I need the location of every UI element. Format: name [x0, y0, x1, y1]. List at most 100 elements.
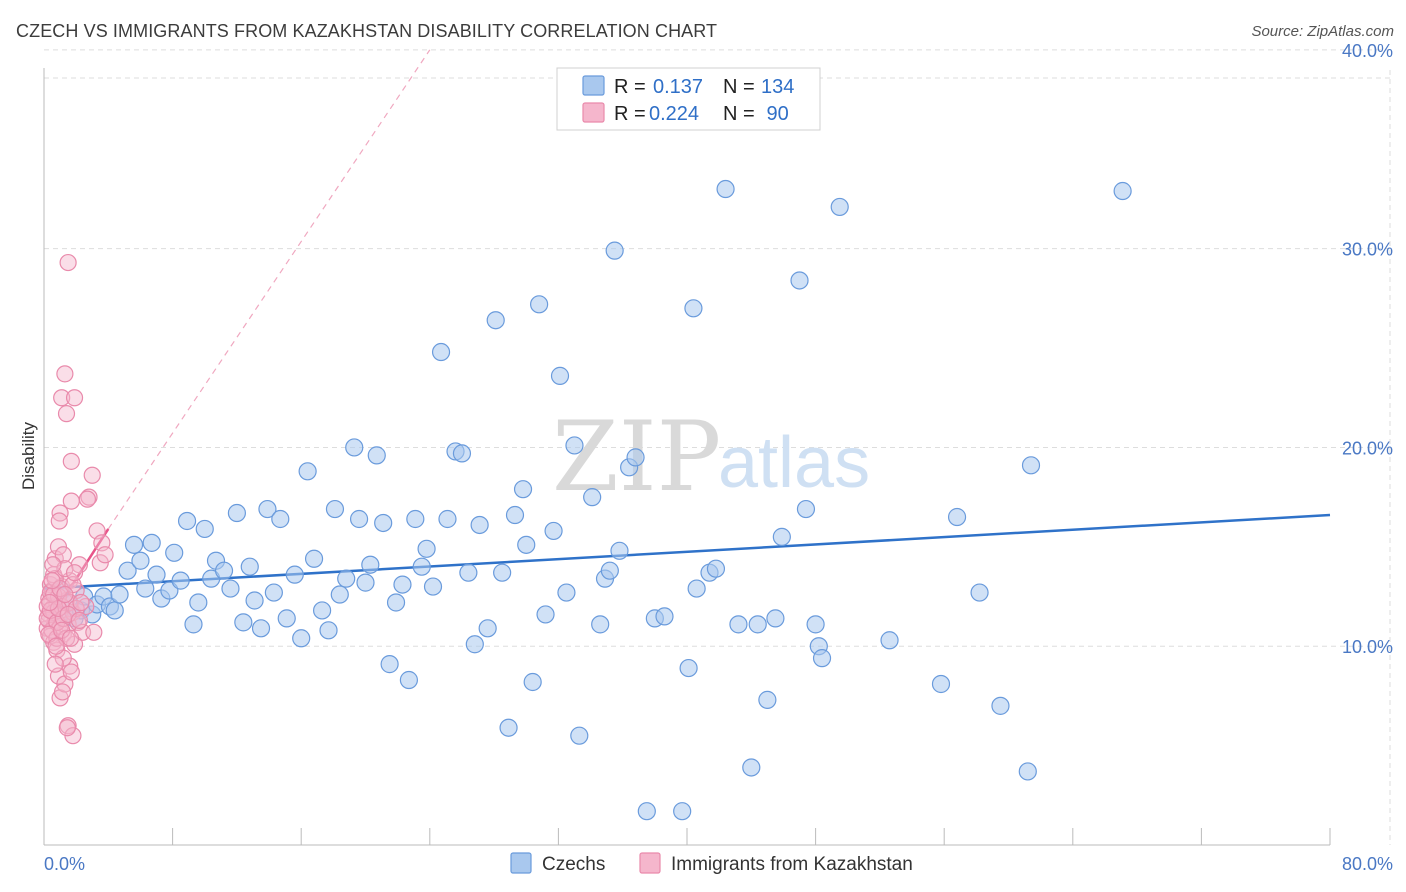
czechs-point-11	[110, 585, 129, 604]
czechs-point-69	[478, 619, 497, 638]
czechs-point-78	[536, 605, 555, 624]
kazakhstan-point-80	[41, 593, 59, 612]
kazakhstan-point-19	[53, 389, 71, 407]
czechs-point-24	[189, 593, 208, 612]
czechs-point-85	[591, 615, 610, 634]
czechs-point-57	[399, 670, 419, 690]
czechs-point-120	[1021, 456, 1041, 475]
y-tick-label-1: 20.0%	[1342, 438, 1393, 458]
czechs-point-65	[452, 444, 472, 463]
czechs-point-103	[742, 758, 761, 777]
czechs-point-96	[679, 658, 698, 678]
czechs-point-39	[285, 565, 304, 584]
czechs-point-102	[729, 615, 748, 634]
czechs-point-91	[626, 448, 645, 467]
czechs-point-94	[655, 607, 674, 626]
bottom-legend-czechs: Czechs	[542, 854, 605, 875]
kazakhstan-point-27	[59, 253, 77, 272]
kazakhstan-point-31	[62, 492, 80, 510]
czechs-point-114	[880, 631, 899, 650]
watermark-atlas: atlas	[718, 423, 870, 503]
legend-r-value-czechs: 0.137	[653, 76, 703, 98]
czechs-point-12	[118, 561, 137, 580]
source-label: Source: ZipAtlas.com	[1251, 23, 1394, 40]
bottom-legend-swatch-czechs	[510, 852, 532, 874]
kazakhstan-point-25	[57, 405, 76, 423]
kazakhstan-points	[38, 253, 114, 745]
legend-n-label-czechs: N =	[723, 76, 755, 98]
czechs-point-88	[605, 241, 624, 260]
czechs-point-71	[493, 563, 512, 582]
y-tick-label-2: 30.0%	[1342, 240, 1393, 260]
legend-n-label-kazakhstan: N =	[723, 103, 755, 125]
kazakhstan-point-44	[85, 623, 103, 641]
czechs-point-97	[684, 299, 703, 318]
czechs-point-21	[171, 571, 190, 590]
legend-r-value-kazakhstan: 0.224	[649, 103, 699, 125]
czechs-point-74	[513, 480, 533, 499]
czechs-point-110	[806, 615, 825, 634]
czechs-point-100	[706, 559, 726, 578]
legend-swatch-kazakhstan	[582, 102, 605, 123]
kazakhstan-point-77	[62, 663, 80, 681]
czechs-point-58	[406, 509, 425, 529]
czechs-point-23	[184, 615, 203, 634]
y-tick-label-3: 40.0%	[1342, 41, 1393, 61]
czechs-point-50	[356, 573, 375, 592]
czechs-point-79	[544, 521, 563, 541]
czechs-point-82	[565, 436, 584, 455]
kazakhstan-point-84	[53, 683, 72, 701]
czechs-point-22	[177, 511, 197, 531]
czechs-trend-line	[43, 513, 1331, 590]
czechs-point-119	[1018, 762, 1037, 781]
y-tick-label-0: 10.0%	[1342, 637, 1393, 657]
czechs-point-60	[417, 539, 436, 558]
czechs-point-33	[245, 591, 264, 610]
czechs-point-16	[142, 533, 161, 552]
czechs-point-87	[600, 561, 619, 580]
y-tick-labels: 10.0% 20.0% 30.0% 40.0%	[1342, 41, 1393, 657]
czechs-point-52	[367, 446, 386, 465]
czechs-point-17	[147, 565, 166, 584]
legend-n-value-czechs: 134	[761, 76, 794, 98]
czechs-point-47	[337, 569, 356, 588]
czechs-point-113	[830, 197, 849, 217]
czechs-point-95	[673, 802, 692, 821]
czechs-point-34	[251, 619, 271, 638]
x-tick-max: 80.0%	[1342, 854, 1393, 874]
kazakhstan-point-78	[65, 564, 84, 582]
kazakhstan-point-35	[65, 389, 84, 407]
kazakhstan-trend-dashed	[107, 49, 431, 530]
czechs-point-118	[991, 696, 1010, 715]
czechs-point-51	[361, 555, 380, 574]
czechs-point-67	[465, 635, 484, 654]
kazakhstan-point-87	[72, 593, 90, 612]
czechs-point-104	[748, 615, 767, 634]
czechs-point-63	[438, 509, 457, 529]
czechs-point-81	[557, 583, 576, 602]
kazakhstan-point-83	[50, 512, 68, 530]
czechs-point-29	[221, 579, 240, 598]
czechs-point-30	[227, 503, 246, 523]
bottom-legend-kazakhstan: Immigrants from Kazakhstan	[671, 854, 913, 875]
stats-legend: R = 0.137 N = 134 R = 0.224 N = 90	[556, 67, 821, 131]
czechs-point-98	[687, 579, 706, 598]
czechs-trend	[43, 513, 1331, 590]
legend-n-value-kazakhstan: 90	[761, 103, 789, 125]
czechs-point-28	[214, 561, 234, 580]
czechs-point-20	[165, 543, 184, 562]
czechs-point-83	[570, 726, 589, 745]
czechs-point-77	[530, 295, 549, 314]
czechs-point-43	[312, 601, 332, 620]
y-axis-label: Disability	[19, 421, 38, 490]
series-legend: Czechs Immigrants from Kazakhstan	[510, 852, 913, 875]
czechs-point-45	[325, 499, 345, 519]
czechs-point-42	[304, 549, 324, 568]
czechs-point-108	[790, 271, 809, 290]
czechs-point-49	[349, 509, 369, 529]
czechs-point-92	[637, 802, 656, 821]
czechs-point-105	[758, 690, 777, 709]
grid-lines	[44, 49, 1391, 845]
czechs-point-112	[812, 649, 832, 668]
